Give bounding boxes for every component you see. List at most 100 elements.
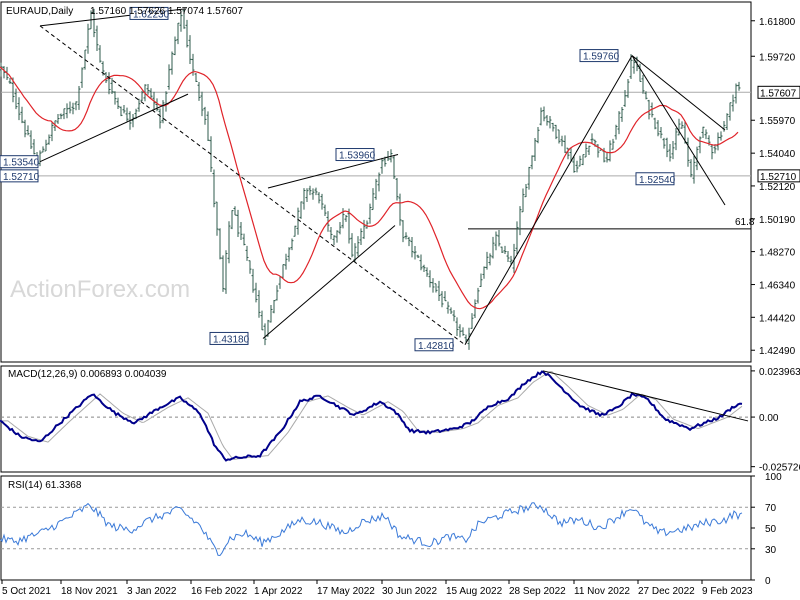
- price-bar: [218, 228, 222, 260]
- price-annotation: 1.42810: [414, 338, 455, 352]
- price-bar: [377, 172, 381, 192]
- price-bar: [116, 97, 120, 110]
- price-bar: [137, 98, 141, 112]
- price-bar: [590, 133, 594, 144]
- price-bar: [581, 154, 585, 166]
- price-bar: [278, 276, 282, 289]
- price-tag-box: [335, 148, 375, 162]
- price-bar: [413, 245, 417, 260]
- price-annotation: 1.53540: [0, 155, 40, 169]
- price-bar: [536, 126, 540, 144]
- price-bar: [524, 184, 528, 198]
- price-tag-box: [0, 155, 39, 169]
- price-bar: [500, 246, 504, 253]
- price-bar: [50, 121, 54, 142]
- trendline: [631, 55, 726, 131]
- price-bar: [716, 132, 720, 151]
- level-price-label: 1.52710: [760, 172, 797, 183]
- price-bar: [365, 220, 369, 229]
- price-bar: [449, 307, 453, 314]
- price-bar: [59, 113, 63, 120]
- price-tick-label: 1.44420: [759, 313, 796, 324]
- price-tick-label: 1.55970: [759, 116, 796, 127]
- price-bar: [56, 114, 60, 124]
- price-tick-label: 1.46340: [759, 281, 796, 292]
- price-bar: [290, 238, 294, 251]
- trendline: [631, 55, 726, 206]
- price-bar: [620, 106, 624, 122]
- price-bar: [404, 232, 408, 240]
- price-bar: [494, 231, 498, 251]
- price-bar: [614, 124, 618, 140]
- price-bar: [476, 287, 480, 304]
- price-bar: [257, 290, 261, 318]
- price-bar: [86, 23, 90, 54]
- price-bar: [71, 102, 75, 115]
- macd-trendline: [542, 370, 749, 422]
- macd-label: MACD(12,26,9) 0.006893 0.004039: [8, 369, 167, 380]
- price-bar: [272, 300, 276, 314]
- date-tick-label: 16 Feb 2022: [191, 586, 248, 597]
- trendline: [39, 25, 466, 346]
- price-annotation: 1.53960: [335, 148, 376, 162]
- price-bar: [608, 140, 612, 162]
- price-bar: [506, 251, 510, 263]
- price-bar: [224, 250, 228, 294]
- macd-signal-line: [0, 370, 743, 460]
- price-bar: [317, 192, 321, 204]
- price-bar: [65, 103, 69, 119]
- price-bar: [110, 77, 114, 94]
- price-tag-box: [579, 49, 619, 63]
- chart-ohlc: 1.57160 1.57626 1.57074 1.57607: [90, 6, 243, 17]
- price-annotation: 61.8: [735, 217, 755, 228]
- price-bar: [731, 94, 735, 112]
- price-bar: [548, 115, 552, 129]
- price-bar: [611, 138, 615, 150]
- price-tick-label: 1.61800: [759, 17, 796, 28]
- price-bar: [509, 255, 513, 265]
- price-bar: [455, 317, 459, 337]
- price-bar: [653, 117, 657, 130]
- price-bar: [14, 88, 18, 110]
- price-bar: [332, 235, 336, 246]
- price-bar: [587, 145, 591, 156]
- price-bar: [422, 264, 426, 273]
- price-bar: [401, 220, 405, 243]
- price-bar: [311, 188, 315, 200]
- price-bar: [176, 22, 180, 45]
- price-bar: [461, 327, 465, 336]
- price-bar: [680, 121, 684, 129]
- price-bar: [77, 85, 81, 110]
- date-tick-label: 30 Jun 2022: [382, 586, 437, 597]
- price-tick-label: 1.52120: [759, 182, 796, 193]
- price-bar: [2, 66, 6, 79]
- price-bar: [551, 122, 555, 132]
- price-bar: [26, 125, 30, 136]
- date-tick-label: 28 Sep 2022: [509, 586, 566, 597]
- price-tag-label: 1.52710: [3, 172, 40, 183]
- price-bar: [68, 101, 72, 114]
- price-bar: [584, 143, 588, 158]
- last-price-label: 1.57607: [760, 88, 797, 99]
- price-bar: [437, 280, 441, 302]
- price-bar: [146, 84, 150, 95]
- price-bar: [284, 253, 288, 270]
- price-bar: [725, 113, 729, 131]
- macd-tick-label: 0.023963: [759, 367, 800, 378]
- price-bar: [62, 108, 66, 120]
- price-bar: [329, 226, 333, 240]
- price-bar: [239, 221, 243, 240]
- price-bar: [371, 188, 375, 211]
- price-bar: [560, 135, 564, 147]
- price-bar: [434, 283, 438, 293]
- price-bar: [161, 100, 165, 124]
- price-annotation: 1.59760: [579, 49, 620, 63]
- price-bar: [374, 178, 378, 200]
- price-bar: [530, 155, 534, 170]
- price-bar: [473, 299, 477, 319]
- price-bar: [512, 243, 516, 273]
- date-tick-label: 11 Nov 2022: [574, 586, 630, 597]
- trendline: [267, 154, 399, 189]
- price-bar: [299, 201, 303, 219]
- watermark: ActionForex.com: [10, 276, 190, 303]
